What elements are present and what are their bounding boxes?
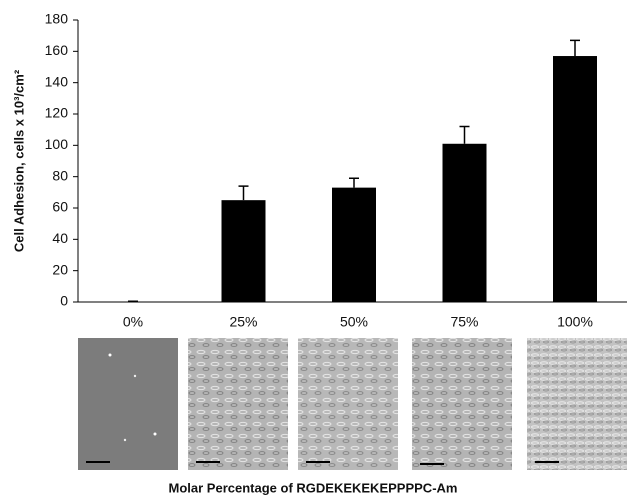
- micrographs: [78, 338, 627, 470]
- error-bar: [349, 178, 359, 187]
- y-tick-label: 40: [52, 230, 68, 246]
- bar: [443, 144, 487, 302]
- error-bar: [460, 127, 470, 144]
- y-tick-label: 80: [52, 167, 68, 183]
- x-tick-label: 75%: [450, 314, 478, 330]
- y-tick-label: 100: [45, 136, 69, 152]
- micrograph: [78, 338, 178, 470]
- error-bar: [239, 186, 249, 200]
- micrograph: [527, 338, 627, 470]
- y-tick-label: 180: [45, 11, 69, 27]
- bar: [332, 188, 376, 302]
- error-bar: [128, 301, 138, 302]
- micrograph: [298, 338, 398, 470]
- y-tick-label: 120: [45, 105, 69, 121]
- bar: [222, 200, 266, 302]
- x-tick-label: 0%: [123, 314, 143, 330]
- y-tick-label: 60: [52, 199, 68, 215]
- y-tick-label: 160: [45, 42, 69, 58]
- x-axis-label: Molar Percentage of RGDEKEKEKEPPPPC-Am: [169, 480, 458, 495]
- error-bar: [570, 40, 580, 56]
- x-tick-label: 100%: [557, 314, 593, 330]
- micrograph: [412, 338, 512, 470]
- y-tick-label: 0: [60, 293, 68, 309]
- x-tick-label: 50%: [340, 314, 368, 330]
- chart: Molar Percentage of RGDEKEKEKEPPPPC-Am C…: [0, 0, 627, 501]
- y-tick-label: 140: [45, 73, 69, 89]
- x-tick-label: 25%: [229, 314, 257, 330]
- y-tick-label: 20: [52, 261, 68, 277]
- bar: [553, 56, 597, 302]
- y-axis-label: Cell Adhesion, cells x 10³/cm²: [11, 69, 26, 252]
- micrograph: [188, 338, 288, 470]
